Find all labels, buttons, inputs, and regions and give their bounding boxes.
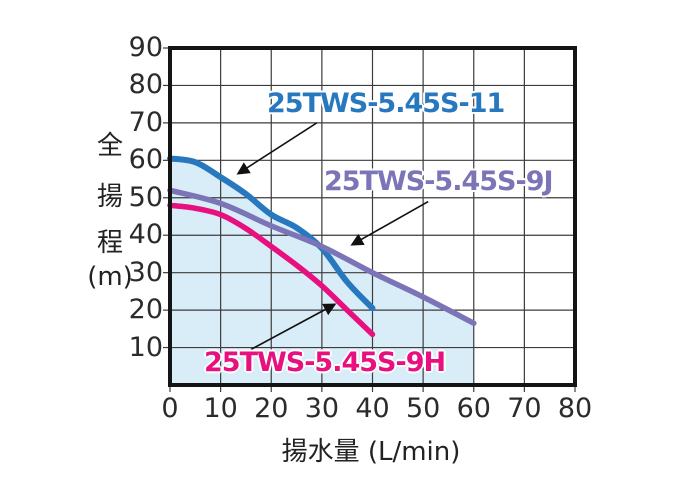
series-label-25TWS-5.45S-9J: 25TWS-5.45S-9J <box>324 166 554 197</box>
x-tick-label: 10 <box>203 393 238 424</box>
y-tick-label: 40 <box>128 219 163 251</box>
x-tick-label: 0 <box>161 393 179 424</box>
series-label-25TWS-5.45S-9H: 25TWS-5.45S-9H <box>204 347 446 378</box>
curve-25TWS-5.45S-9H <box>167 202 376 338</box>
x-tick-label: 40 <box>355 393 390 424</box>
label-arrow-25TWS-5.45S-9J <box>350 200 429 246</box>
series-label-25TWS-5.45S-11: 25TWS-5.45S-11 <box>267 88 505 119</box>
curve-25TWS-5.45S-11 <box>167 155 376 312</box>
y-tick-label: 90 <box>128 32 163 63</box>
y-tick-label: 50 <box>128 181 163 213</box>
x-tick-label: 80 <box>557 393 593 424</box>
y-tick-label: 60 <box>128 144 163 176</box>
x-tick-label: 30 <box>304 393 340 424</box>
plot-border <box>168 46 577 387</box>
y-axis-title-char-2: 揚 <box>96 182 123 212</box>
y-axis-title-char-1: 全 <box>96 131 123 161</box>
curve-25TWS-5.45S-9J <box>167 187 477 326</box>
y-axis-title-char-3: 程 <box>96 228 123 258</box>
y-tick-label: 30 <box>128 256 163 288</box>
x-tick-label: 60 <box>456 393 491 424</box>
y-tick-label: 80 <box>128 69 163 101</box>
y-tick-label: 70 <box>128 106 163 138</box>
y-axis-title-unit: (m) <box>87 262 133 292</box>
label-arrow-25TWS-5.45S-11 <box>236 122 318 175</box>
y-tick-label: 10 <box>128 331 163 363</box>
label-arrow-25TWS-5.45S-9H <box>250 303 337 351</box>
x-axis-title: 揚水量 (L/min) <box>281 437 461 467</box>
x-tick-label: 20 <box>254 393 289 424</box>
x-tick-label: 50 <box>405 393 441 424</box>
x-tick-label: 70 <box>507 393 542 424</box>
y-tick-label: 20 <box>128 294 163 326</box>
